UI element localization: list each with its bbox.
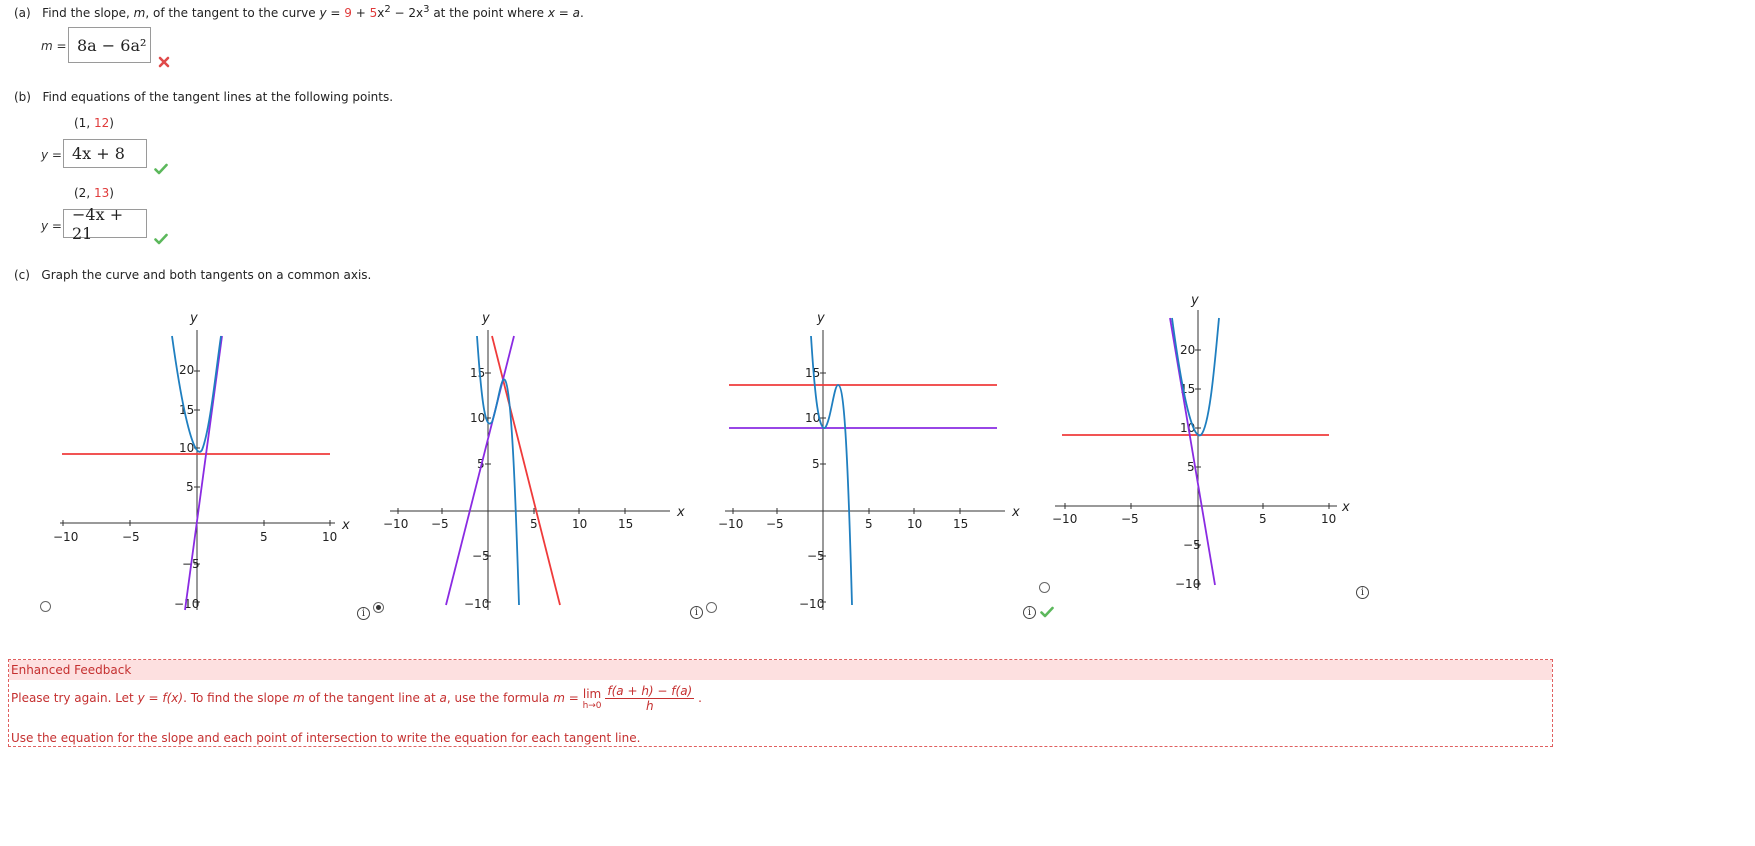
correct-icon bbox=[1040, 606, 1054, 618]
feedback-line-2: Use the equation for the slope and each … bbox=[11, 731, 641, 745]
svg-text:5: 5 bbox=[530, 517, 538, 531]
correct-icon bbox=[154, 163, 168, 175]
svg-text:−10: −10 bbox=[1052, 512, 1077, 526]
graph-option-3-radio[interactable] bbox=[706, 602, 717, 613]
tangent-line-red bbox=[491, 335, 561, 606]
part-c-question: (c) Graph the curve and both tangents on… bbox=[14, 268, 372, 282]
part-a-label: (a) bbox=[14, 6, 31, 20]
svg-text:−5: −5 bbox=[122, 530, 140, 544]
svg-text:15: 15 bbox=[618, 517, 633, 531]
svg-text:−10: −10 bbox=[799, 597, 824, 611]
svg-text:−10: −10 bbox=[718, 517, 743, 531]
tangent-2-answer-field[interactable]: −4x + 21 bbox=[63, 205, 147, 243]
tangent-1-answer-value: 4x + 8 bbox=[72, 144, 125, 163]
y-axis-label: y bbox=[189, 311, 198, 326]
graph-option-2-info-icon[interactable]: i bbox=[690, 606, 703, 619]
svg-text:10: 10 bbox=[805, 411, 820, 425]
incorrect-icon bbox=[158, 56, 170, 68]
y-axis-label: y bbox=[816, 311, 825, 326]
svg-text:15: 15 bbox=[805, 366, 820, 380]
svg-text:−10: −10 bbox=[383, 517, 408, 531]
svg-text:−5: −5 bbox=[807, 549, 825, 563]
graph-option-1-radio[interactable] bbox=[40, 601, 51, 612]
svg-text:−5: −5 bbox=[1183, 538, 1201, 552]
y-axis-label: y bbox=[1190, 293, 1199, 308]
part-c-label: (c) bbox=[14, 268, 30, 282]
graph-option-4-radio[interactable] bbox=[1039, 582, 1050, 593]
svg-text:5: 5 bbox=[186, 480, 194, 494]
svg-text:10: 10 bbox=[572, 517, 587, 531]
svg-text:20: 20 bbox=[1180, 343, 1195, 357]
svg-text:−10: −10 bbox=[464, 597, 489, 611]
x-axis-label: x bbox=[1341, 500, 1350, 515]
point-2-label: (2, 13) bbox=[74, 186, 114, 200]
curve bbox=[810, 335, 853, 606]
svg-text:5: 5 bbox=[865, 517, 873, 531]
graph-option-1-info-icon[interactable]: i bbox=[357, 607, 370, 620]
svg-text:15: 15 bbox=[179, 403, 194, 417]
svg-text:−5: −5 bbox=[766, 517, 784, 531]
curve bbox=[1171, 317, 1220, 437]
m-label: m = bbox=[41, 39, 67, 53]
slope-answer-field[interactable]: 8a − 6a² bbox=[68, 27, 151, 63]
svg-text:−10: −10 bbox=[1175, 577, 1200, 591]
svg-text:10: 10 bbox=[179, 441, 194, 455]
feedback-line-1: Please try again. Let y = f(x). To find … bbox=[11, 684, 702, 713]
svg-text:10: 10 bbox=[907, 517, 922, 531]
graph-option-4-info-icon[interactable]: i bbox=[1356, 586, 1369, 599]
graph-option-2-radio[interactable] bbox=[373, 602, 384, 613]
enhanced-feedback-panel: Enhanced Feedback Please try again. Let … bbox=[8, 659, 1553, 747]
tangent-1-answer-field[interactable]: 4x + 8 bbox=[63, 139, 147, 168]
svg-text:5: 5 bbox=[1187, 460, 1195, 474]
part-a-question: (a) Find the slope, m, of the tangent to… bbox=[14, 4, 584, 20]
svg-text:−5: −5 bbox=[1121, 512, 1139, 526]
svg-text:5: 5 bbox=[812, 457, 820, 471]
curve bbox=[476, 335, 520, 606]
svg-text:10: 10 bbox=[470, 411, 485, 425]
tangent-line-purple bbox=[1169, 317, 1216, 586]
graph-option-3-info-icon[interactable]: i bbox=[1023, 606, 1036, 619]
svg-text:15: 15 bbox=[953, 517, 968, 531]
tangent-2-y-label: y = bbox=[41, 219, 62, 233]
tangent-1-y-label: y = bbox=[41, 148, 62, 162]
svg-text:15: 15 bbox=[470, 366, 485, 380]
svg-text:5: 5 bbox=[260, 530, 268, 544]
svg-text:20: 20 bbox=[179, 363, 194, 377]
correct-icon bbox=[154, 233, 168, 245]
svg-text:−5: −5 bbox=[431, 517, 449, 531]
svg-text:−5: −5 bbox=[472, 549, 490, 563]
part-b-question: (b) Find equations of the tangent lines … bbox=[14, 90, 394, 104]
svg-text:10: 10 bbox=[1321, 512, 1336, 526]
x-axis-label: x bbox=[676, 505, 685, 520]
svg-text:10: 10 bbox=[322, 530, 337, 544]
x-axis-label: x bbox=[1011, 505, 1020, 520]
tangent-line-purple bbox=[184, 335, 223, 611]
y-axis-label: y bbox=[481, 311, 490, 326]
feedback-title: Enhanced Feedback bbox=[9, 660, 1552, 680]
slope-answer-value: 8a − 6a² bbox=[77, 35, 147, 55]
x-axis-label: x bbox=[341, 518, 350, 533]
curve bbox=[171, 335, 222, 453]
point-1-label: (1, 12) bbox=[74, 116, 114, 130]
part-b-label: (b) bbox=[14, 90, 31, 104]
tangent-2-answer-value: −4x + 21 bbox=[72, 204, 124, 243]
graph-option-3: −10 −5 5 10 15 15 10 5 −5 −10 x y bbox=[718, 311, 1020, 611]
svg-text:5: 5 bbox=[1259, 512, 1267, 526]
svg-text:−10: −10 bbox=[53, 530, 78, 544]
